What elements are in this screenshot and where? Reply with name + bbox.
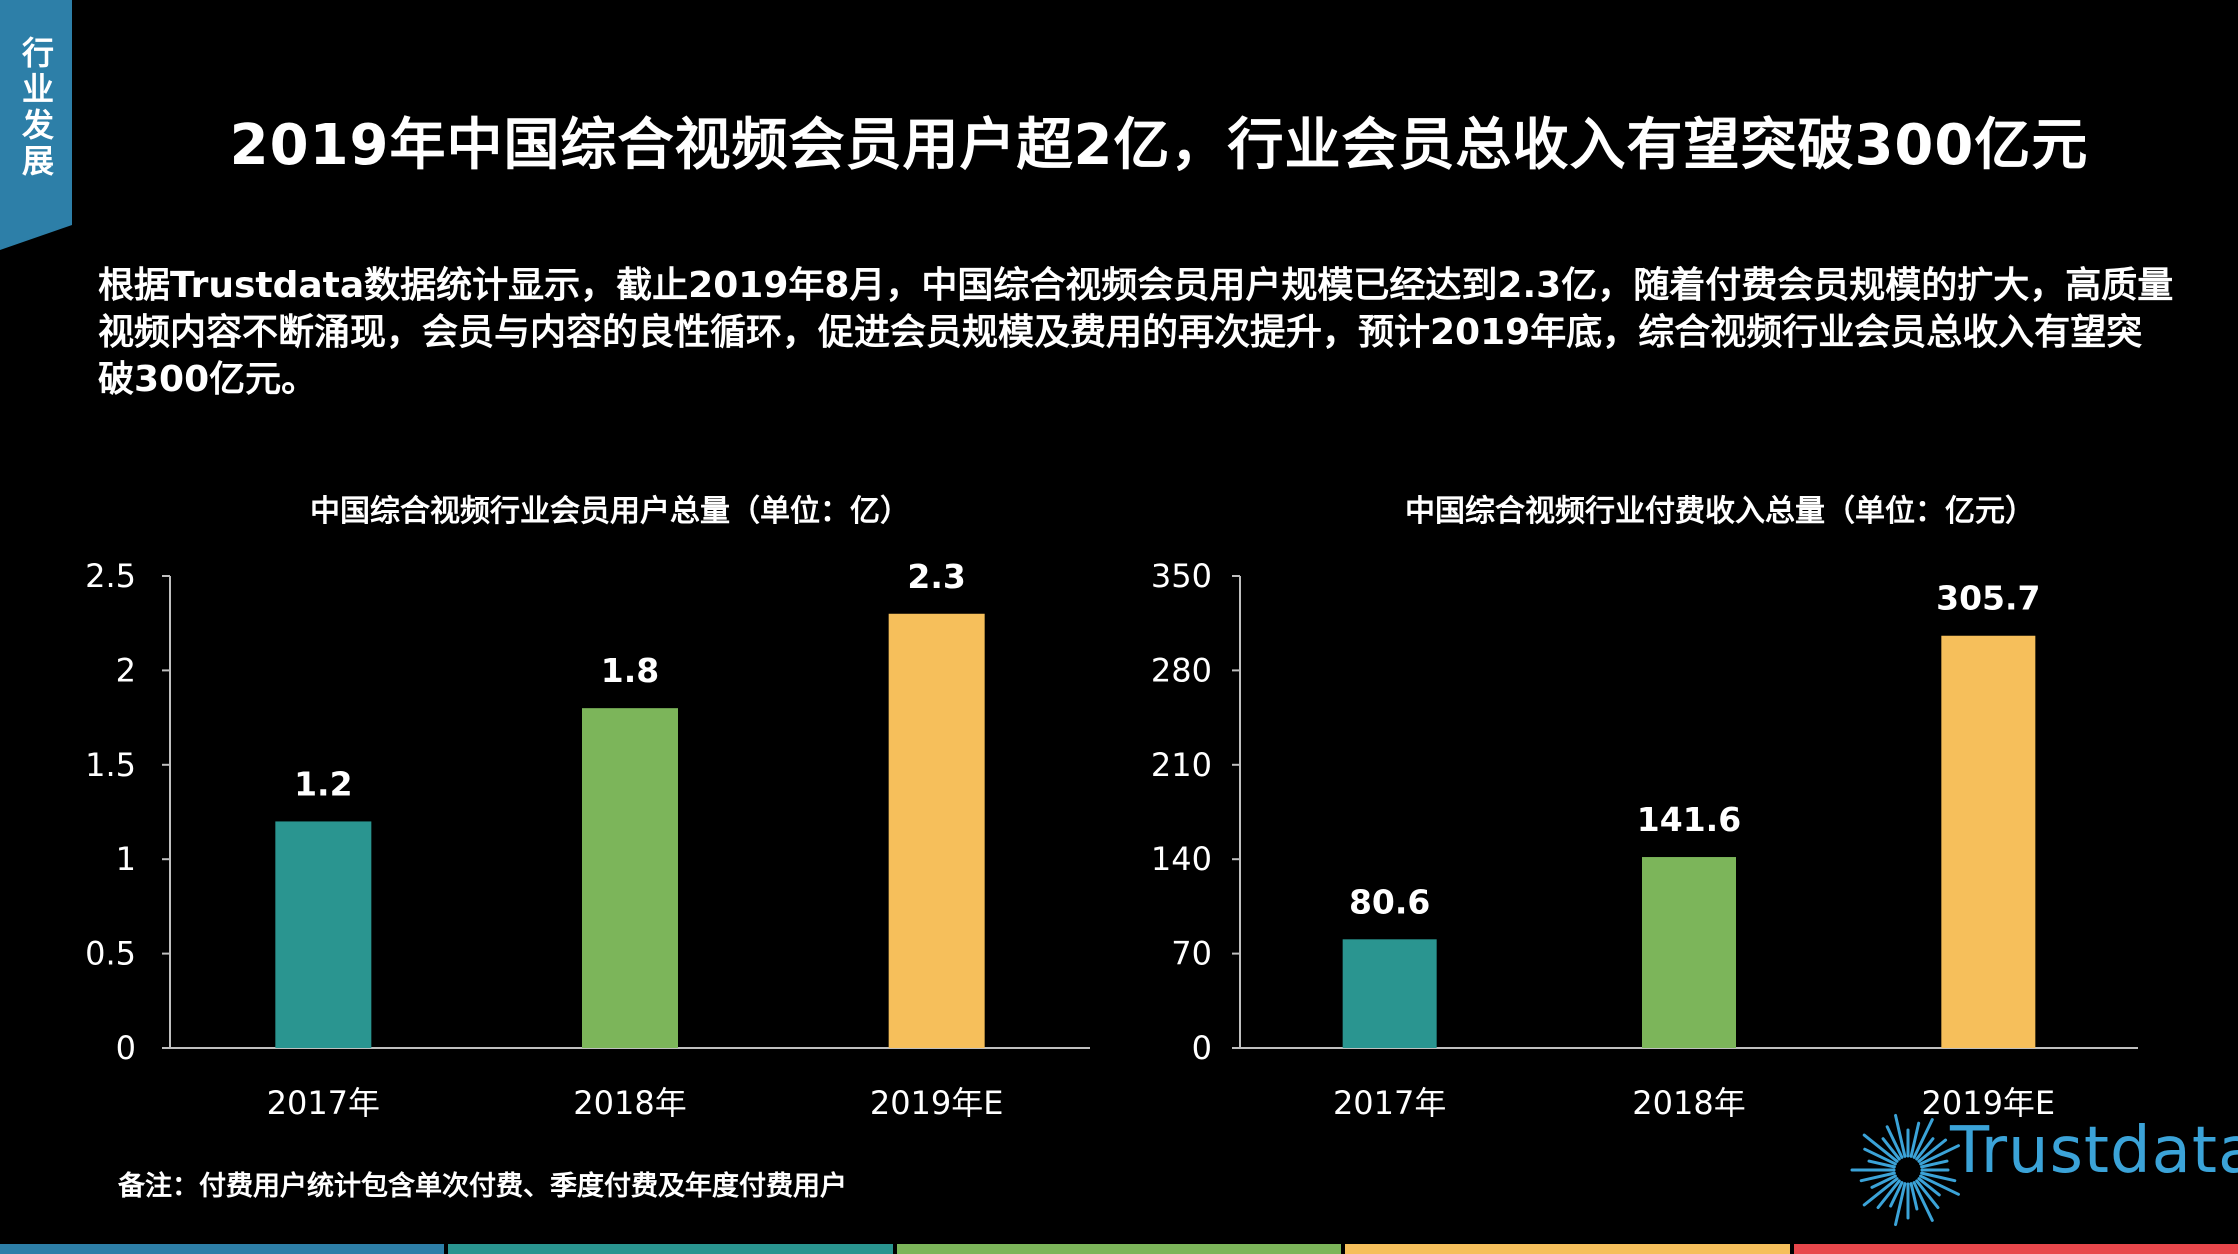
x-tick-label: 2018年	[1632, 1084, 1745, 1122]
y-tick-label: 2	[116, 651, 136, 689]
sunburst-ray	[1917, 1138, 1948, 1163]
x-tick-label: 2018年	[573, 1084, 686, 1122]
data-label: 80.6	[1349, 882, 1430, 921]
y-tick-label: 280	[1151, 651, 1212, 689]
page-title: 2019年中国综合视频会员用户超2亿，行业会员总收入有望突破300亿元	[229, 113, 2089, 178]
bar-2019年E	[1941, 635, 2036, 1048]
sunburst-ray	[1919, 1174, 1960, 1196]
y-tick-label: 2.5	[85, 557, 136, 595]
stripe-3	[896, 1244, 1342, 1254]
y-tick-label: 350	[1151, 557, 1212, 595]
section-tag-label: 行业发展	[17, 36, 55, 180]
bar-2017年	[1342, 939, 1437, 1048]
sunburst-ray	[1909, 1121, 1921, 1158]
bar-2017年	[275, 821, 372, 1048]
sunburst-ray	[1870, 1174, 1897, 1189]
sunburst-ray	[1917, 1177, 1941, 1197]
bar-2018年	[1642, 857, 1736, 1048]
bar-2019年E	[888, 613, 985, 1048]
data-label: 1.2	[294, 764, 352, 803]
stripe-1	[0, 1244, 445, 1254]
logo-text: Trustdata	[1950, 1114, 2238, 1188]
data-label: 2.3	[907, 557, 965, 596]
sunburst-ray	[1881, 1137, 1901, 1161]
section-tag	[0, 0, 72, 250]
data-label: 1.8	[601, 651, 659, 690]
sunburst-ray	[1912, 1118, 1934, 1159]
chart-title-users: 中国综合视频行业会员用户总量（单位：亿）	[310, 494, 910, 529]
bottom-stripes	[0, 1244, 2238, 1254]
chart-title-revenue: 中国综合视频行业付费收入总量（单位：亿元）	[1405, 494, 2035, 529]
sunburst-ray	[1885, 1125, 1904, 1159]
sunburst-ray	[1894, 1182, 1907, 1227]
y-tick-label: 140	[1151, 840, 1212, 878]
sunburst-ray	[1912, 1181, 1934, 1222]
y-tick-label: 70	[1171, 935, 1212, 973]
x-tick-label: 2019年E	[870, 1084, 1004, 1122]
sunburst-ray	[1920, 1159, 1949, 1169]
data-label: 141.6	[1637, 800, 1741, 839]
trustdata-logo: Trustdata	[1850, 1110, 2238, 1230]
x-tick-label: 2017年	[1333, 1084, 1446, 1122]
x-tick-label: 2017年	[267, 1084, 380, 1122]
bar-2018年	[582, 708, 678, 1048]
sunburst-ray	[1894, 1113, 1907, 1158]
sunburst-ray	[1862, 1177, 1899, 1207]
sunburst-ray	[1862, 1133, 1899, 1163]
sunburst-ray	[1867, 1159, 1896, 1169]
sunburst-ray	[1859, 1171, 1896, 1183]
y-tick-label: 210	[1151, 746, 1212, 784]
sunburst-ray	[1909, 1182, 1919, 1211]
stripe-5	[1793, 1244, 2238, 1254]
y-tick-label: 1.5	[85, 746, 136, 784]
sunburst-ray	[1863, 1147, 1897, 1166]
y-tick-label: 0	[1192, 1029, 1212, 1067]
sunburst-ray	[1920, 1171, 1957, 1183]
summary-text: 根据Trustdata数据统计显示，截止2019年8月，中国综合视频会员用户规模…	[98, 265, 2174, 400]
y-tick-label: 0	[116, 1029, 136, 1067]
x-tick-label: 2019年E	[1921, 1084, 2055, 1122]
y-tick-label: 0.5	[85, 935, 136, 973]
footnote: 备注：付费用户统计包含单次付费、季度付费及年度付费用户	[118, 1171, 847, 1202]
sunburst-ray	[1919, 1144, 1960, 1166]
y-tick-label: 1	[116, 840, 136, 878]
sunburst-ray	[1876, 1179, 1901, 1210]
sunburst-ray	[1915, 1137, 1935, 1161]
sunburst-ray	[1915, 1179, 1940, 1210]
sunburst-ray	[1889, 1181, 1904, 1208]
data-label: 305.7	[1936, 579, 2040, 618]
stripe-2	[448, 1244, 893, 1254]
sunburst-icon	[1850, 1113, 1960, 1227]
stripe-4	[1345, 1244, 1790, 1254]
